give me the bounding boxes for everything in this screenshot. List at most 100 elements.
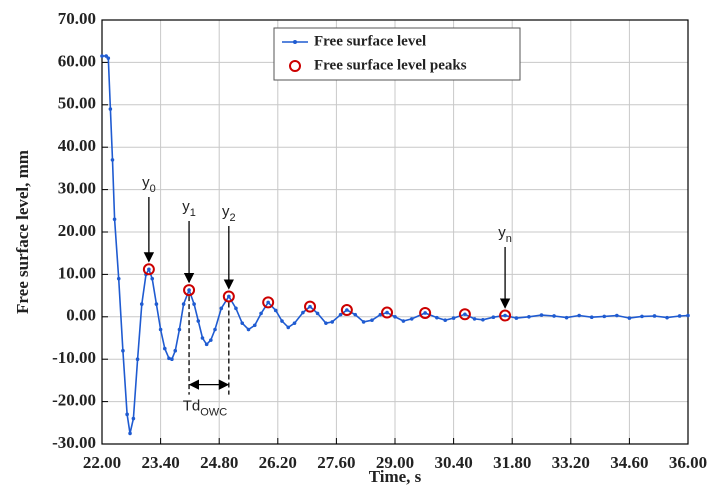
data-point bbox=[370, 318, 374, 322]
data-point bbox=[158, 327, 163, 332]
peak-marker bbox=[142, 263, 155, 276]
peak-marker bbox=[458, 308, 471, 321]
data-point bbox=[162, 346, 167, 351]
data-point bbox=[308, 304, 312, 309]
data-point bbox=[665, 315, 669, 320]
annotation-sub: 2 bbox=[230, 212, 236, 224]
data-point bbox=[170, 357, 174, 362]
data-point bbox=[128, 431, 132, 436]
annotation-text: y bbox=[142, 174, 150, 191]
x-tick-label: 34.60 bbox=[610, 453, 648, 472]
data-point bbox=[301, 310, 305, 315]
y-tick-label: 50.00 bbox=[58, 94, 96, 113]
peak-marker bbox=[222, 290, 235, 303]
data-point bbox=[393, 315, 397, 319]
annotation-label: yn bbox=[498, 224, 512, 245]
y-tick-label: -30.00 bbox=[52, 433, 96, 452]
data-point bbox=[196, 319, 201, 323]
data-point bbox=[589, 315, 594, 320]
x-tick-label: 30.40 bbox=[434, 453, 472, 472]
x-tick-label: 23.40 bbox=[141, 453, 179, 472]
data-point bbox=[627, 316, 632, 320]
data-point bbox=[615, 313, 619, 318]
data-point bbox=[677, 314, 682, 318]
data-point bbox=[385, 310, 389, 315]
data-point bbox=[409, 317, 414, 321]
x-tick-label: 26.20 bbox=[259, 453, 297, 472]
data-point bbox=[167, 356, 171, 361]
x-tick-label: 33.20 bbox=[552, 453, 590, 472]
peak-marker bbox=[183, 284, 196, 297]
data-point bbox=[315, 311, 320, 316]
legend-swatch bbox=[293, 40, 297, 44]
data-point bbox=[234, 306, 238, 311]
data-point bbox=[187, 288, 191, 292]
data-point bbox=[125, 412, 129, 417]
data-point bbox=[472, 317, 477, 321]
x-tick-label: 36.00 bbox=[669, 453, 707, 472]
legend-box bbox=[273, 27, 521, 81]
peak-marker bbox=[304, 300, 317, 313]
y-tick-label: 0.00 bbox=[66, 306, 96, 325]
data-point bbox=[330, 320, 335, 324]
data-point bbox=[246, 327, 251, 332]
data-point bbox=[131, 416, 136, 421]
data-point bbox=[200, 336, 205, 340]
x-tick-label: 27.60 bbox=[317, 453, 355, 472]
x-tick-label: 22.00 bbox=[83, 453, 121, 472]
y-tick-label: 40.00 bbox=[58, 136, 96, 155]
annotation-sub: OWC bbox=[200, 407, 227, 419]
data-point bbox=[686, 313, 690, 318]
peak-marker bbox=[381, 306, 394, 319]
data-point bbox=[481, 317, 485, 322]
data-point bbox=[139, 302, 144, 306]
data-point bbox=[110, 158, 115, 162]
data-point bbox=[527, 315, 531, 319]
data-point bbox=[213, 327, 217, 332]
peak-marker bbox=[340, 304, 353, 317]
legend: Free surface level Free surface level pea… bbox=[273, 27, 521, 81]
data-point bbox=[292, 321, 297, 325]
data-point bbox=[286, 325, 291, 330]
legend-label: Free surface level peaks bbox=[314, 57, 467, 73]
y-tick-label: 30.00 bbox=[58, 179, 96, 198]
data-point bbox=[116, 276, 121, 281]
annotation-text: y bbox=[182, 198, 190, 215]
legend-label: Free surface level bbox=[314, 33, 426, 49]
y-tick-label: -10.00 bbox=[52, 348, 96, 367]
data-point bbox=[150, 276, 155, 281]
data-point bbox=[121, 348, 125, 353]
data-point bbox=[423, 311, 427, 315]
peak-marker bbox=[419, 306, 432, 319]
data-point bbox=[108, 107, 113, 111]
data-point bbox=[266, 300, 270, 305]
data-point bbox=[345, 308, 349, 312]
data-point bbox=[106, 56, 111, 60]
annotation-text: y bbox=[222, 203, 230, 220]
data-point bbox=[280, 319, 284, 323]
data-point bbox=[181, 302, 186, 306]
data-point bbox=[273, 308, 278, 313]
data-point bbox=[147, 267, 151, 272]
data-point bbox=[353, 312, 358, 317]
data-point bbox=[539, 313, 544, 317]
data-point bbox=[401, 319, 406, 323]
data-point bbox=[227, 294, 231, 299]
x-tick-label: 24.80 bbox=[200, 453, 238, 472]
data-point bbox=[503, 313, 507, 318]
annotation-text: Td bbox=[183, 398, 201, 415]
data-point bbox=[219, 306, 224, 311]
data-line bbox=[102, 55, 689, 434]
data-point bbox=[324, 321, 328, 325]
data-point bbox=[451, 316, 456, 320]
data-point bbox=[640, 314, 644, 319]
annotation-label: y2 bbox=[222, 203, 236, 224]
data-point bbox=[577, 313, 581, 318]
data-point bbox=[177, 327, 182, 332]
y-axis-title: Free surface level, mm bbox=[13, 150, 32, 314]
data-point bbox=[361, 320, 366, 324]
data-point bbox=[135, 357, 140, 362]
annotation-label: y0 bbox=[142, 174, 156, 195]
x-axis-title: Time, s bbox=[369, 467, 422, 486]
